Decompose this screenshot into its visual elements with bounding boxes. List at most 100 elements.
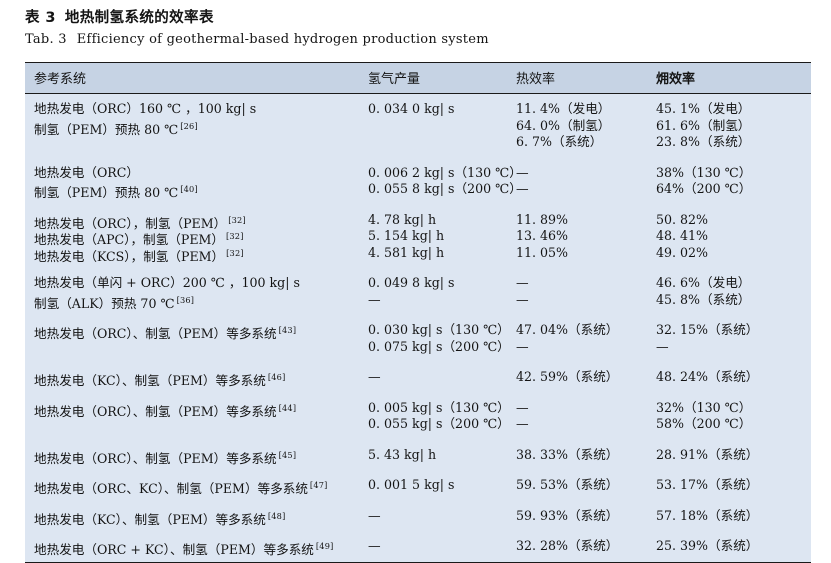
table-row: 地热发电（ORC）、制氢（PEM）等多系统 [45] 5. 43 kg| h 38. … [25, 439, 811, 471]
cell-line: 59. 53%（系统） [516, 477, 619, 492]
cell-line: 58%（200 ℃） [656, 416, 752, 431]
cell-line: 0. 001 5 kg| s [368, 477, 455, 492]
cell-hydrogen-yield: — [368, 500, 516, 532]
cell-line: 11. 4%（发电） [516, 101, 611, 116]
cell-content: 53. 17%（系统） [656, 470, 811, 501]
cell-line: 地热发电（ORC）、制氢（PEM）等多系统 [44] [34, 402, 297, 419]
cell-content: 38. 33%（系统） [516, 440, 656, 471]
table-row: 地热发电（ORC）、制氢（PEM）等多系统 [43] 0. 030 kg| s（13… [25, 315, 811, 362]
cell-thermal-efficiency: 42. 59%（系统） [516, 362, 656, 393]
cell-line [368, 118, 516, 135]
reference-superscript: [40] [180, 184, 198, 194]
reference-superscript: [32] [226, 247, 244, 258]
cell-line: 4. 581 kg| h [368, 244, 445, 260]
column-header-thermal-efficiency: 热效率 [516, 62, 656, 94]
cell-line: 地热发电（ORC）160 ℃ ，100 kg| s [34, 101, 257, 116]
cell-content: 47. 04%（系统） — [516, 315, 656, 362]
cell-line: 6. 7%（系统） [516, 134, 603, 149]
table-row: 地热发电（ORC） 制氢（PEM）预热 80 ℃ [40] 0. 006 2 kg| … [25, 157, 811, 205]
cell-content: 4. 78 kg| h 5. 154 kg| h 4. 581 kg| h [368, 205, 516, 269]
cell-content: 50. 82% 48. 41% 49. 02% [656, 205, 811, 269]
cell-line: 59. 93%（系统） [516, 507, 619, 523]
cell-line: 28. 91%（系统） [656, 446, 759, 462]
reference-superscript: [32] [226, 231, 244, 241]
cell-line: 制氢（PEM）预热 80 ℃ [40] [34, 184, 198, 201]
cell-line: 38%（130 ℃） [656, 164, 752, 180]
cell-content: — [368, 362, 516, 393]
cell-line: 5. 43 kg| h [368, 446, 437, 462]
cell-content: — [368, 501, 516, 532]
cell-content: 地热发电（ORC）、制氢（PEM）等多系统 [44] [34, 393, 368, 440]
cell-content: 0. 049 8 kg| s — [368, 268, 516, 315]
cell-hydrogen-yield: 0. 049 8 kg| s — [368, 268, 516, 315]
cell-exergy-efficiency: 32%（130 ℃） 58%（200 ℃） [656, 392, 811, 440]
cell-line: — [516, 338, 529, 354]
cell-line: — [516, 181, 529, 196]
cell-line: 42. 59%（系统） [516, 369, 619, 384]
cell-content: 45. 1%（发电） 61. 6%（制氢） 23. 8%（系统） [656, 94, 811, 158]
table-caption-english: Tab. 3 Efficiency of geothermal-based hyd… [25, 32, 489, 47]
cell-hydrogen-yield: 0. 006 2 kg| s（130 ℃） 0. 055 8 kg| s（200 … [368, 157, 522, 205]
cell-line: 地热发电（KC）、制氢（PEM）等多系统 [48] [34, 510, 286, 527]
cell-content: 32. 28%（系统） [516, 531, 656, 562]
cell-hydrogen-yield: 0. 005 kg| s（130 ℃） 0. 055 kg| s（200 ℃） [368, 392, 516, 440]
cell-exergy-efficiency: 50. 82% 48. 41% 49. 02% [656, 204, 811, 269]
cell-content: 0. 034 0 kg| s [368, 94, 516, 158]
cell-content: 地热发电（KC）、制氢（PEM）等多系统 [46] [34, 362, 368, 393]
cell-thermal-efficiency: — — [516, 268, 656, 315]
cell-line: 地热发电（ORC） [34, 164, 140, 180]
cell-line: 11. 89% [516, 211, 569, 227]
cell-line: 制氢（PEM）预热 80 ℃ [26] [34, 120, 198, 137]
cell-content: 46. 6%（发电） 45. 8%（系统） [656, 268, 811, 315]
cell-exergy-efficiency: 57. 18%（系统） [656, 500, 811, 531]
cell-reference-system: 地热发电（ORC），制氢（PEM） [32] 地热发电（APC），制氢（PEM） [3… [25, 204, 368, 269]
cell-exergy-efficiency: 46. 6%（发电） 45. 8%（系统） [656, 268, 811, 315]
cell-line: 制氢（ALK）预热 70 ℃ [36] [34, 294, 195, 311]
cell-line: — [656, 338, 669, 354]
table-number-chinese: 表 3 [25, 10, 56, 26]
cell-reference-system: 地热发电（ORC）、制氢（PEM）等多系统 [45] [25, 439, 368, 471]
cell-line: 地热发电（APC），制氢（PEM） [32] [34, 231, 244, 248]
cell-hydrogen-yield: 0. 030 kg| s（130 ℃） 0. 075 kg| s（200 ℃） [368, 315, 516, 362]
cell-exergy-efficiency: 28. 91%（系统） [656, 439, 811, 470]
cell-thermal-efficiency: — — [516, 157, 656, 205]
cell-line: 0. 030 kg| s（130 ℃） [368, 322, 510, 337]
cell-hydrogen-yield: 0. 001 5 kg| s [368, 470, 516, 501]
cell-reference-system: 地热发电（ORC）、制氢（PEM）等多系统 [43] [25, 315, 368, 362]
cell-thermal-efficiency: — — [516, 392, 656, 440]
cell-line: 0. 049 8 kg| s [368, 275, 455, 290]
cell-content: 地热发电（ORC），制氢（PEM） [32] 地热发电（APC），制氢（PEM） [3… [34, 205, 368, 269]
cell-content: 0. 005 kg| s（130 ℃） 0. 055 kg| s（200 ℃） [368, 393, 516, 440]
cell-content: 地热发电（ORC + KC）、制氢（PEM）等多系统 [49] [34, 531, 368, 562]
reference-superscript: [45] [278, 449, 297, 460]
cell-line: 地热发电（单闪 + ORC）200 ℃ ，100 kg| s [34, 275, 300, 290]
cell-content: 地热发电（ORC） 制氢（PEM）预热 80 ℃ [40] [34, 158, 368, 205]
cell-line: 25. 39%（系统） [656, 538, 759, 553]
cell-line: 49. 02% [656, 244, 709, 260]
cell-thermal-efficiency: 59. 93%（系统） [516, 500, 656, 531]
reference-superscript: [32] [228, 214, 246, 225]
cell-content: — — [516, 158, 656, 205]
cell-line: 地热发电（KC）、制氢（PEM）等多系统 [46] [34, 372, 286, 389]
cell-line: 5. 154 kg| h [368, 228, 445, 243]
cell-line: 0. 034 0 kg| s [368, 101, 455, 116]
cell-thermal-efficiency: 11. 89% 13. 46% 11. 05% [516, 204, 656, 269]
cell-content: 地热发电（ORC、KC）、制氢（PEM）等多系统 [47] [34, 470, 368, 501]
table-row: 地热发电（KC）、制氢（PEM）等多系统 [46] — 42. 59%（系统） 48. … [25, 362, 811, 393]
cell-line: 48. 41% [656, 228, 709, 243]
cell-line: 57. 18%（系统） [656, 507, 759, 523]
cell-line: 48. 24%（系统） [656, 369, 759, 384]
cell-exergy-efficiency: 25. 39%（系统） [656, 531, 811, 563]
cell-line: 32. 28%（系统） [516, 538, 619, 553]
cell-reference-system: 地热发电（ORC、KC）、制氢（PEM）等多系统 [47] [25, 470, 368, 501]
cell-line: 47. 04%（系统） [516, 322, 619, 337]
cell-content: 地热发电（单闪 + ORC）200 ℃ ，100 kg| s 制氢（ALK）预热 … [34, 268, 368, 315]
cell-line: 地热发电（ORC、KC）、制氢（PEM）等多系统 [47] [34, 480, 328, 497]
table-row: 地热发电（单闪 + ORC）200 ℃ ，100 kg| s 制氢（ALK）预热 … [25, 268, 811, 315]
table-header-row: 参考系统 氢气产量 热效率 㶲效率 [25, 62, 811, 94]
efficiency-table-container: 参考系统 氢气产量 热效率 㶲效率 地热发电（ORC）160 ℃ ，100 kg… [25, 62, 811, 563]
cell-content: 地热发电（ORC）、制氢（PEM）等多系统 [45] [34, 440, 368, 471]
cell-content: 11. 89% 13. 46% 11. 05% [516, 205, 656, 269]
cell-reference-system: 地热发电（ORC）160 ℃ ，100 kg| s 制氢（PEM）预热 80 ℃[… [25, 93, 368, 158]
cell-thermal-efficiency: 47. 04%（系统） — [516, 315, 656, 362]
